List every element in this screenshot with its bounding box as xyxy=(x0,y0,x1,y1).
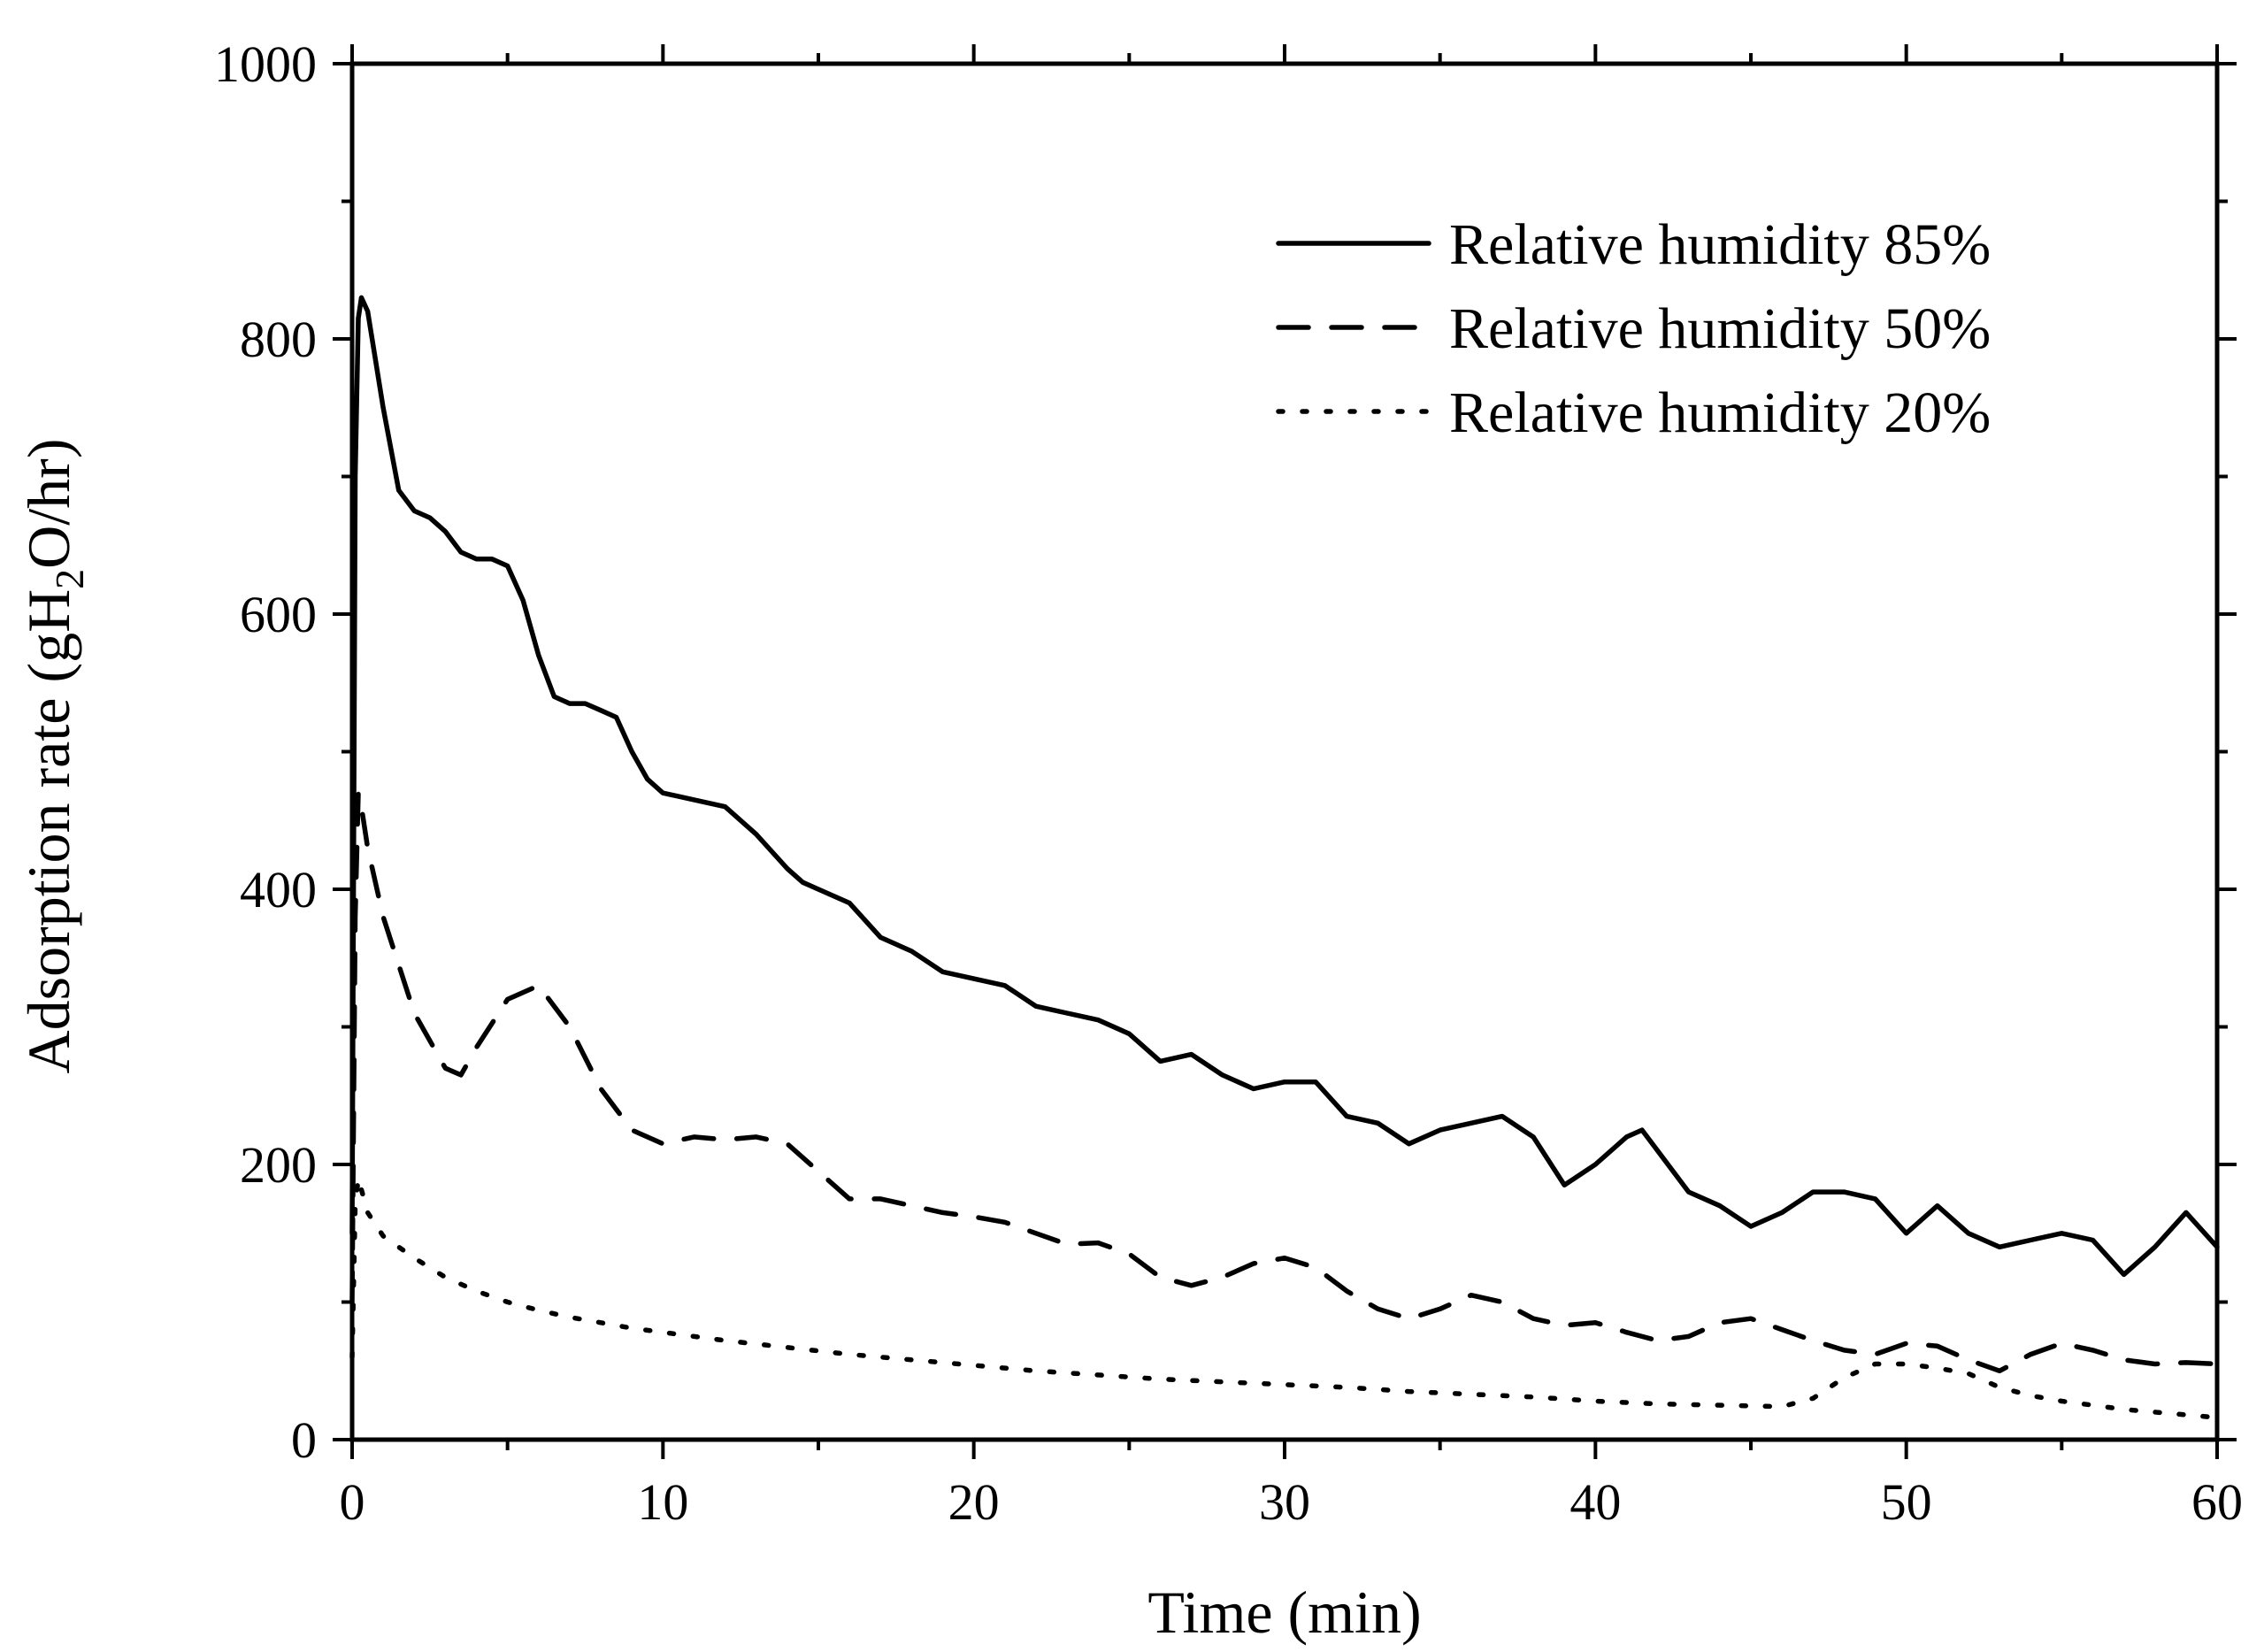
x-tick-label: 50 xyxy=(1881,1473,1932,1531)
y-axis-title-subscript: 2 xyxy=(47,569,92,589)
series-line-3 xyxy=(349,1175,2220,1420)
y-tick-label: 0 xyxy=(291,1411,317,1469)
legend-label-2: Relative humidity 50% xyxy=(1449,296,1991,361)
legend: Relative humidity 85% Relative humidity 5… xyxy=(1276,212,1991,445)
legend-label-1: Relative humidity 85% xyxy=(1449,212,1991,277)
y-tick-label: 800 xyxy=(240,311,317,368)
x-tick-label: 40 xyxy=(1569,1473,1621,1531)
legend-label-3: Relative humidity 20% xyxy=(1449,380,1991,445)
x-axis-title: Time (min) xyxy=(1147,1579,1421,1646)
y-tick-label: 600 xyxy=(240,586,317,643)
y-axis-title-suffix: O/hr) xyxy=(15,439,82,569)
y-tick-label: 400 xyxy=(240,861,317,918)
x-tick-label: 30 xyxy=(1259,1473,1310,1531)
x-tick-label: 10 xyxy=(637,1473,688,1531)
series-line-2 xyxy=(349,790,2220,1374)
y-axis-title: Adsorption rate (gH2O/hr) xyxy=(15,439,92,1074)
x-tick-label: 0 xyxy=(340,1473,365,1531)
y-tick-label: 200 xyxy=(240,1136,317,1194)
y-tick-label: 1000 xyxy=(214,35,317,93)
series-layer xyxy=(349,295,2220,1420)
series-line-1 xyxy=(349,295,2220,1278)
y-axis-title-prefix: Adsorption rate (gH xyxy=(15,589,82,1074)
x-tick-label: 60 xyxy=(2191,1473,2243,1531)
x-tick-label: 20 xyxy=(948,1473,1000,1531)
